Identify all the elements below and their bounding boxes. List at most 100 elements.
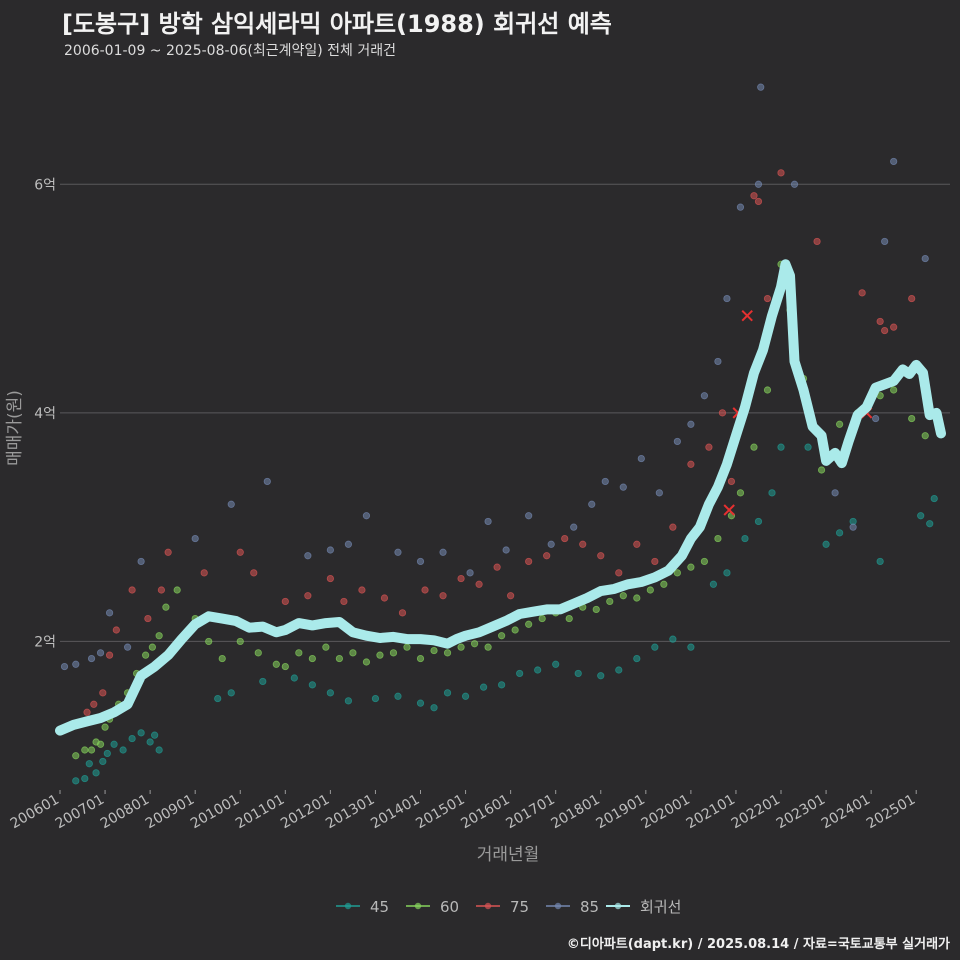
data-point-75 xyxy=(281,597,289,606)
data-point-60 xyxy=(592,605,600,614)
data-point-45 xyxy=(804,443,812,451)
data-point-60 xyxy=(817,466,826,474)
data-point-85 xyxy=(831,489,839,497)
data-point-60 xyxy=(619,592,627,600)
data-point-85 xyxy=(227,500,235,508)
data-point-75 xyxy=(457,574,465,583)
data-point-85 xyxy=(502,546,510,554)
x-tick-label: 200701 xyxy=(53,792,107,833)
data-point-75 xyxy=(687,460,695,468)
data-point-60 xyxy=(908,414,916,423)
data-point-85 xyxy=(72,660,80,668)
data-point-85 xyxy=(547,540,555,548)
data-point-75 xyxy=(615,569,623,577)
x-tick-label: 200801 xyxy=(98,792,152,833)
data-point-85 xyxy=(714,357,722,366)
data-point-60 xyxy=(236,637,244,646)
data-point-60 xyxy=(660,580,668,588)
data-point-60 xyxy=(457,643,465,651)
data-point-85 xyxy=(881,237,889,246)
legend-label: 85 xyxy=(580,898,599,916)
x-tick-label: 202001 xyxy=(639,792,693,833)
data-point-75 xyxy=(858,289,866,297)
x-tick-label: 201001 xyxy=(188,792,242,833)
data-point-60 xyxy=(470,640,479,648)
data-point-60 xyxy=(295,649,303,657)
data-point-60 xyxy=(335,654,343,663)
data-point-85 xyxy=(754,180,763,188)
data-point-75 xyxy=(890,323,898,331)
data-point-60 xyxy=(87,746,96,754)
data-point-75 xyxy=(543,552,551,560)
data-point-75 xyxy=(876,317,884,326)
data-point-45 xyxy=(443,689,452,697)
data-point-45 xyxy=(597,672,605,680)
data-point-85 xyxy=(344,540,353,548)
data-point-85 xyxy=(191,534,199,543)
data-point-60 xyxy=(606,597,614,606)
data-point-75 xyxy=(813,237,821,246)
x-tick-label: 201601 xyxy=(458,792,512,833)
data-point-75 xyxy=(128,586,136,594)
data-point-85 xyxy=(757,83,765,91)
x-tick-label: 200901 xyxy=(143,792,197,833)
data-point-85 xyxy=(263,477,271,486)
data-point-75 xyxy=(507,592,515,600)
x-tick-label: 202301 xyxy=(774,792,828,833)
data-point-60 xyxy=(835,420,844,428)
data-point-85 xyxy=(872,414,880,423)
data-point-60 xyxy=(538,614,546,623)
data-point-60 xyxy=(673,569,681,577)
data-point-60 xyxy=(525,620,533,628)
legend: 45 60 75 85 회귀선 xyxy=(336,898,681,916)
data-point-75 xyxy=(326,574,334,583)
y-tick-label: 4억 xyxy=(34,406,56,422)
data-point-60 xyxy=(349,649,357,657)
data-point-85 xyxy=(723,294,731,303)
data-point-60 xyxy=(416,654,425,663)
data-point-45 xyxy=(259,677,267,686)
data-point-60 xyxy=(750,443,758,451)
x-tick-label: 202401 xyxy=(819,792,873,833)
data-point-45 xyxy=(651,643,659,651)
data-point-45 xyxy=(723,569,731,577)
data-point-60 xyxy=(498,632,506,640)
y-tick-label: 2억 xyxy=(34,634,56,650)
data-point-60 xyxy=(254,649,262,657)
data-point-45 xyxy=(99,757,107,766)
data-point-60 xyxy=(322,643,330,651)
data-point-75 xyxy=(750,192,758,200)
x-tick-label: 201401 xyxy=(368,792,422,833)
data-point-60 xyxy=(162,603,170,611)
data-point-60 xyxy=(272,660,280,668)
data-point-60 xyxy=(376,651,384,659)
data-point-45 xyxy=(822,540,830,548)
data-point-75 xyxy=(90,700,98,708)
data-point-75 xyxy=(579,540,587,548)
data-point-75 xyxy=(340,597,348,606)
data-point-45 xyxy=(669,635,677,643)
y-tick-label: 6억 xyxy=(34,177,56,193)
data-point-75 xyxy=(157,586,165,594)
data-point-85 xyxy=(137,557,145,566)
data-point-60 xyxy=(565,614,573,623)
data-point-45 xyxy=(72,777,80,785)
data-point-60 xyxy=(389,649,398,657)
data-point-45 xyxy=(227,689,235,697)
x-tick-label: 201201 xyxy=(278,792,332,833)
data-point-75 xyxy=(597,552,605,560)
data-point-60 xyxy=(714,534,722,543)
data-point-75 xyxy=(718,409,727,417)
data-point-85 xyxy=(416,557,425,566)
data-point-75 xyxy=(398,609,407,617)
data-point-45 xyxy=(835,529,844,537)
data-point-60 xyxy=(173,586,181,594)
data-point-85 xyxy=(123,643,132,651)
data-point-45 xyxy=(103,749,111,758)
data-point-60 xyxy=(921,432,929,440)
data-point-45 xyxy=(214,694,222,703)
x-tick-label: 201501 xyxy=(413,792,467,833)
data-point-75 xyxy=(705,443,713,451)
data-point-60 xyxy=(308,654,316,663)
x-tick-label: 201801 xyxy=(548,792,602,833)
